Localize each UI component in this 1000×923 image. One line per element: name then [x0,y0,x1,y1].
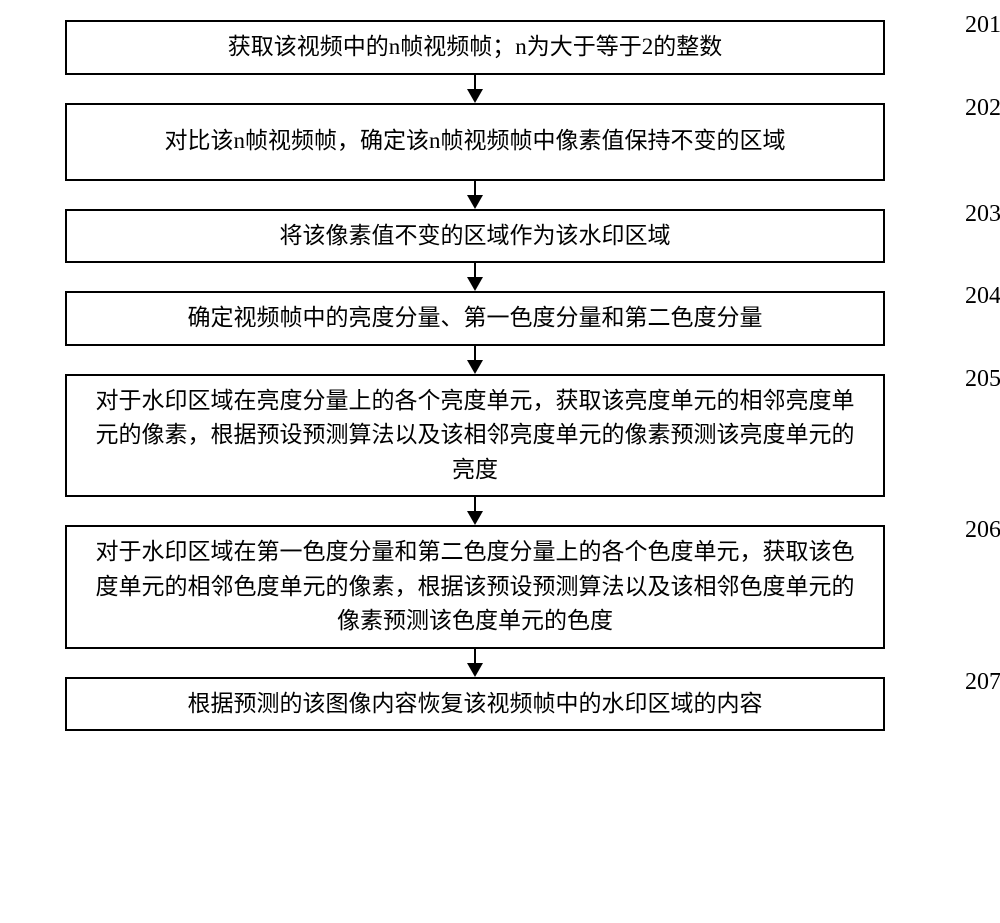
arrow-down [20,75,980,103]
arrow-down [20,263,980,291]
flow-step-box: 对于水印区域在第一色度分量和第二色度分量上的各个色度单元，获取该色度单元的相邻色… [65,525,885,649]
step-row: 对比该n帧视频帧，确定该n帧视频帧中像素值保持不变的区域202 [20,103,980,181]
step-label: 205 [965,366,1000,393]
step-label: 206 [965,517,1000,544]
step-label: 201 [965,12,1000,39]
step-row: 对于水印区域在第一色度分量和第二色度分量上的各个色度单元，获取该色度单元的相邻色… [20,525,980,649]
arrow-down [20,346,980,374]
step-row: 获取该视频中的n帧视频帧；n为大于等于2的整数201 [20,20,980,75]
step-row: 确定视频帧中的亮度分量、第一色度分量和第二色度分量204 [20,291,980,346]
arrow-down [20,497,980,525]
flow-step-box: 获取该视频中的n帧视频帧；n为大于等于2的整数 [65,20,885,75]
step-row: 对于水印区域在亮度分量上的各个亮度单元，获取该亮度单元的相邻亮度单元的像素，根据… [20,374,980,498]
flowchart-container: 获取该视频中的n帧视频帧；n为大于等于2的整数201 对比该n帧视频帧，确定该n帧… [20,20,980,731]
step-text: 将该像素值不变的区域作为该水印区域 [280,219,671,254]
step-text: 对于水印区域在第一色度分量和第二色度分量上的各个色度单元，获取该色度单元的相邻色… [87,535,863,639]
step-text: 对于水印区域在亮度分量上的各个亮度单元，获取该亮度单元的相邻亮度单元的像素，根据… [87,384,863,488]
flow-step-box: 根据预测的该图像内容恢复该视频帧中的水印区域的内容 [65,677,885,732]
step-label: 202 [965,95,1000,122]
step-text: 确定视频帧中的亮度分量、第一色度分量和第二色度分量 [188,301,763,336]
flow-step-box: 对比该n帧视频帧，确定该n帧视频帧中像素值保持不变的区域 [65,103,885,181]
flow-step-box: 将该像素值不变的区域作为该水印区域 [65,209,885,264]
step-text: 根据预测的该图像内容恢复该视频帧中的水印区域的内容 [188,687,763,722]
step-label: 203 [965,201,1000,228]
step-text: 对比该n帧视频帧，确定该n帧视频帧中像素值保持不变的区域 [165,124,786,159]
flow-step-box: 对于水印区域在亮度分量上的各个亮度单元，获取该亮度单元的相邻亮度单元的像素，根据… [65,374,885,498]
flow-step-box: 确定视频帧中的亮度分量、第一色度分量和第二色度分量 [65,291,885,346]
arrow-down [20,181,980,209]
arrow-down [20,649,980,677]
step-label: 207 [965,669,1000,696]
step-label: 204 [965,283,1000,310]
step-row: 将该像素值不变的区域作为该水印区域203 [20,209,980,264]
step-text: 获取该视频中的n帧视频帧；n为大于等于2的整数 [228,30,723,65]
step-row: 根据预测的该图像内容恢复该视频帧中的水印区域的内容207 [20,677,980,732]
